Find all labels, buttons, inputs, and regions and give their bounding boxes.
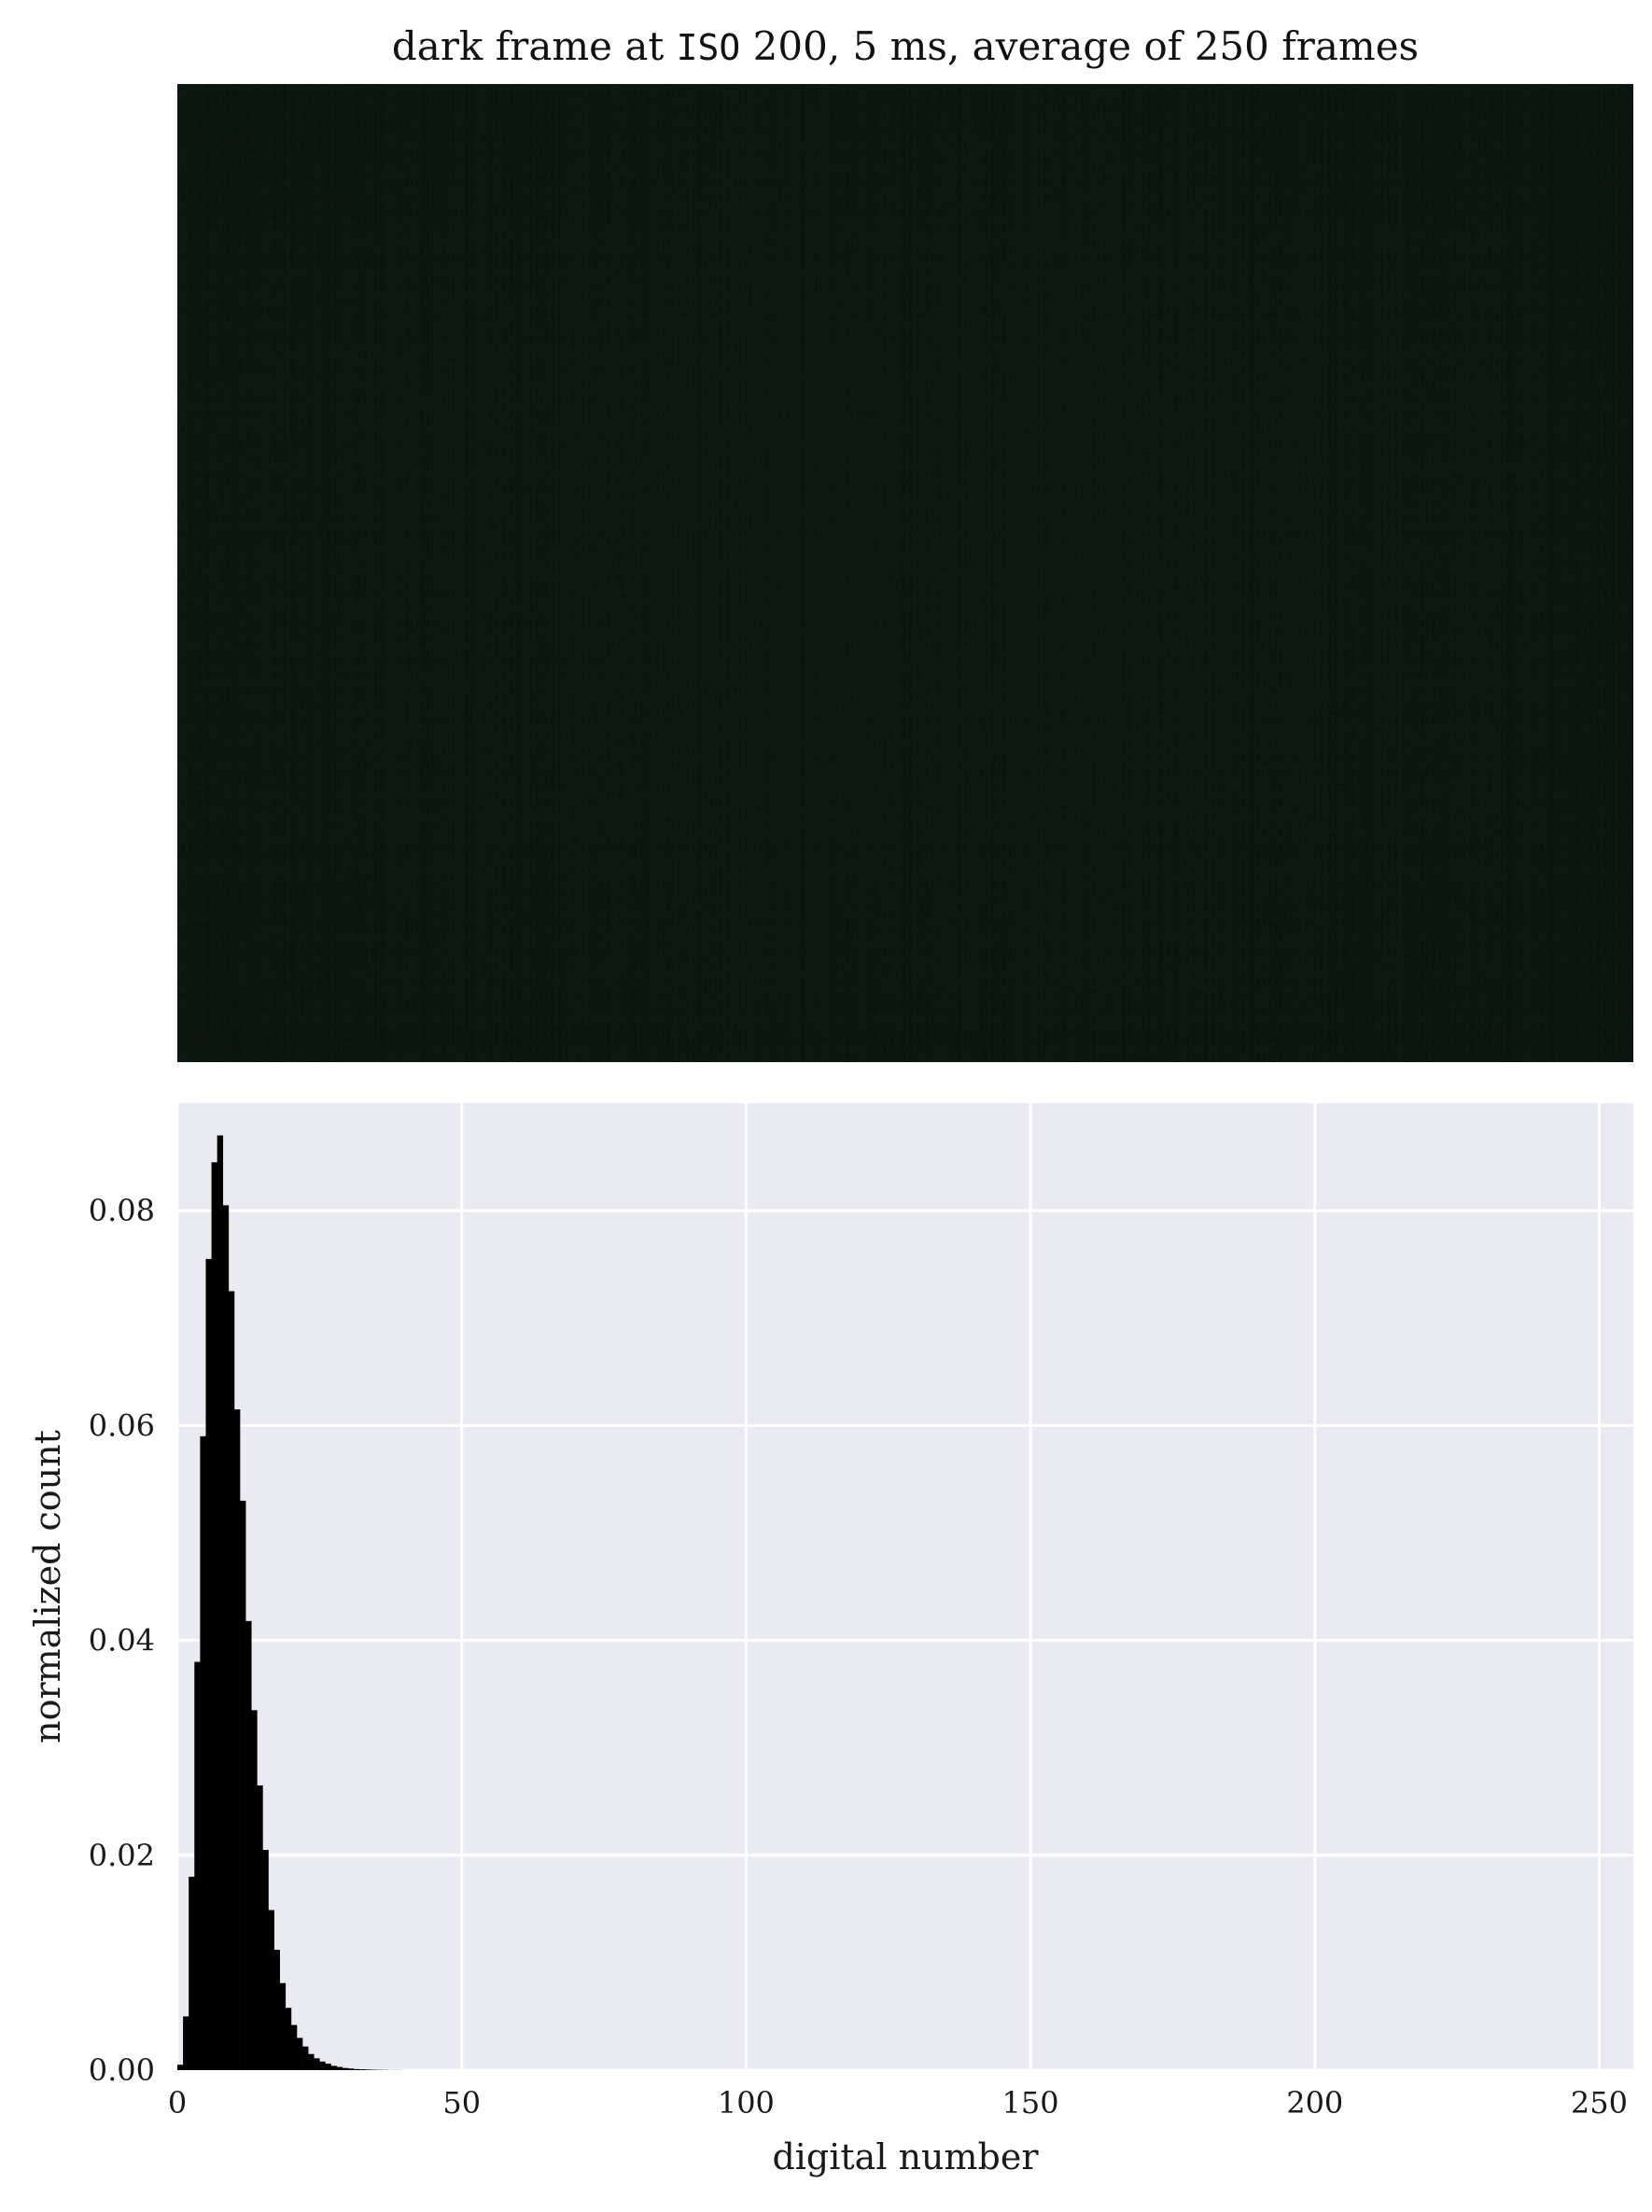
x-tick-label: 50 bbox=[442, 2085, 481, 2121]
x-tick-label: 100 bbox=[718, 2085, 775, 2121]
histogram-bar bbox=[228, 1291, 235, 2070]
histogram-bar bbox=[240, 1500, 246, 2070]
histogram-bar bbox=[325, 2064, 331, 2070]
histogram-bar bbox=[336, 2066, 343, 2070]
x-axis-label: digital number bbox=[772, 2136, 1039, 2177]
histogram-bar bbox=[314, 2058, 320, 2070]
histogram-bar bbox=[257, 1785, 263, 2070]
y-tick-label: 0.08 bbox=[89, 1193, 155, 1228]
figure-title: dark frame at ISO 200, 5 ms, average of … bbox=[177, 19, 1633, 76]
title-iso: ISO bbox=[676, 27, 741, 68]
y-tick-label: 0.06 bbox=[89, 1407, 155, 1443]
histogram-bar bbox=[211, 1162, 217, 2070]
histogram-bar bbox=[285, 2008, 292, 2070]
y-tick-label: 0.04 bbox=[89, 1623, 155, 1659]
plot-background bbox=[177, 1103, 1633, 2070]
x-tick-label: 250 bbox=[1571, 2085, 1628, 2121]
histogram-bar bbox=[217, 1135, 224, 2070]
histogram-bar bbox=[200, 1435, 206, 2070]
histogram-bar bbox=[222, 1205, 230, 2070]
x-tick-label: 150 bbox=[1002, 2085, 1059, 2121]
histogram-bar bbox=[308, 2053, 315, 2070]
histogram-bar bbox=[205, 1258, 212, 2070]
histogram-bar bbox=[279, 1982, 287, 2070]
histogram-bar bbox=[177, 2065, 184, 2070]
y-axis-label: normalized count bbox=[27, 1430, 68, 1743]
histogram-bar bbox=[245, 1620, 252, 2070]
histogram-bar bbox=[189, 1876, 195, 2070]
histogram-bar bbox=[347, 2068, 355, 2070]
y-tick-label: 0.00 bbox=[89, 2052, 155, 2088]
histogram-bar bbox=[342, 2067, 349, 2070]
title-suffix: 200, 5 ms, average of 250 frames bbox=[740, 23, 1420, 69]
histogram-bar bbox=[365, 2069, 371, 2070]
histogram-bar bbox=[353, 2068, 360, 2070]
x-tick-label: 200 bbox=[1286, 2085, 1343, 2121]
dark-frame-image bbox=[177, 84, 1633, 1062]
histogram-chart: 0 50 100 150 200 250 0.00 0.02 0.04 0.06 0.08 digit… bbox=[27, 1103, 1633, 2177]
histogram-bar bbox=[183, 2016, 189, 2070]
y-tick-label: 0.02 bbox=[89, 1838, 155, 1873]
histogram-bar bbox=[359, 2069, 366, 2070]
histogram-bar bbox=[302, 2046, 309, 2070]
histogram-bar bbox=[233, 1409, 241, 2070]
histogram-bar bbox=[319, 2061, 326, 2070]
histogram-bar bbox=[194, 1661, 201, 2070]
histogram-bar bbox=[251, 1710, 258, 2070]
histogram-bar bbox=[290, 2024, 298, 2070]
histogram-bar bbox=[268, 1910, 274, 2070]
title-prefix: dark frame at bbox=[391, 23, 677, 69]
histogram-bar bbox=[273, 1950, 280, 2070]
histogram-bar bbox=[330, 2065, 337, 2070]
x-tick-label: 0 bbox=[168, 2085, 187, 2121]
histogram-bar bbox=[296, 2037, 303, 2070]
histogram-bar bbox=[262, 1850, 269, 2070]
